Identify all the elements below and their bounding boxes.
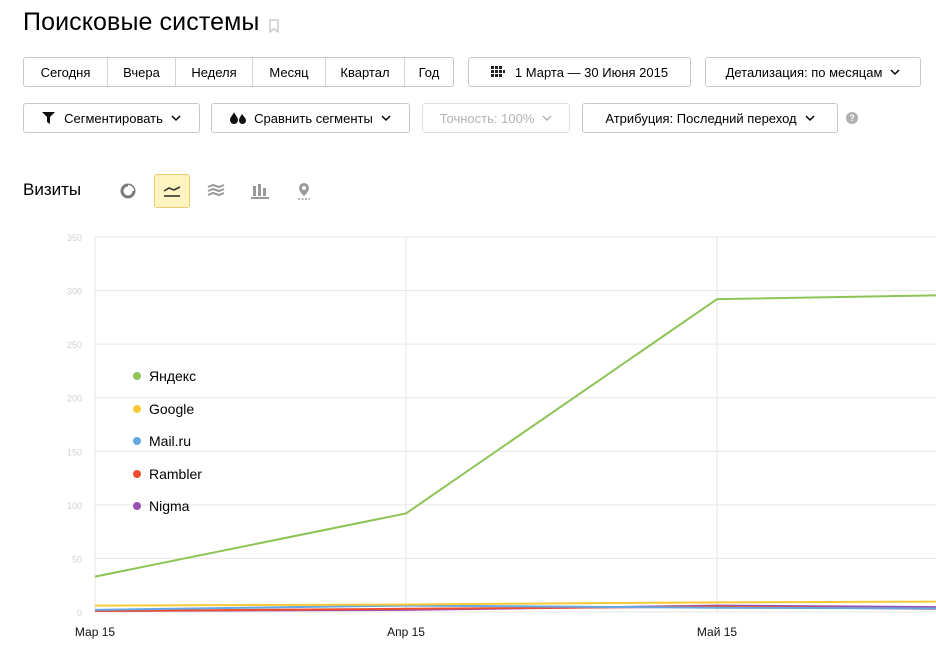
date-range-label: 1 Марта — 30 Июня 2015 [514, 64, 669, 80]
help-icon[interactable]: ? [846, 112, 858, 124]
legend-label: Nigma [149, 498, 190, 515]
period-quarter[interactable]: Квартал [326, 58, 405, 86]
chevron-down-icon [805, 115, 815, 122]
compare-label: Сравнить сегменты [254, 110, 373, 126]
accuracy-label: Точность: 100% [439, 110, 535, 126]
page-title: Поисковые системы [23, 8, 260, 36]
chevron-down-icon [890, 69, 900, 76]
map-icon[interactable] [286, 174, 322, 208]
chart-legend: Яндекс Google Mail.ru Rambler Nigma [133, 360, 202, 523]
legend-dot-icon [133, 502, 141, 511]
detail-label: Детализация: по месяцам [725, 64, 883, 80]
y-tick-label: 50 [72, 554, 82, 564]
attribution-dropdown[interactable]: Атрибуция: Последний переход [582, 103, 838, 133]
legend-item[interactable]: Mail.ru [133, 425, 202, 458]
legend-item[interactable]: Nigma [133, 490, 202, 523]
area-chart-icon[interactable] [198, 174, 234, 208]
chevron-down-icon [381, 115, 391, 122]
legend-dot-icon [133, 404, 141, 413]
compare-drops-icon [230, 112, 247, 124]
legend-label: Google [149, 400, 195, 417]
x-tick-label: Май 15 [697, 625, 738, 639]
period-selector: Сегодня Вчера Неделя Месяц Квартал Год [23, 57, 454, 87]
chevron-down-icon [171, 115, 181, 122]
y-tick-label: 200 [67, 394, 82, 404]
legend-item[interactable]: Google [133, 393, 202, 426]
compare-segments-button[interactable]: Сравнить сегменты [211, 103, 410, 133]
date-range-button[interactable]: 1 Марта — 30 Июня 2015 [468, 57, 691, 87]
series-line-Mail.ru [94, 604, 936, 611]
legend-label: Rambler [149, 465, 202, 482]
title-row: Поисковые системы [23, 8, 280, 37]
period-yesterday[interactable]: Вчера [108, 58, 176, 86]
y-tick-label: 150 [67, 447, 82, 457]
legend-label: Яндекс [149, 368, 197, 385]
attribution-label: Атрибуция: Последний переход [605, 110, 797, 126]
y-tick-label: 100 [67, 501, 82, 511]
legend-item[interactable]: Rambler [133, 458, 202, 491]
y-tick-label: 250 [67, 340, 82, 350]
metric-label: Визиты [23, 180, 82, 199]
series-line-Яндекс [94, 294, 936, 578]
period-today[interactable]: Сегодня [24, 58, 108, 86]
period-week[interactable]: Неделя [176, 58, 253, 86]
legend-dot-icon [133, 469, 141, 478]
line-chart-icon[interactable] [154, 174, 190, 208]
y-tick-label: 350 [67, 233, 82, 243]
legend-item[interactable]: Яндекс [133, 360, 202, 393]
pie-chart-icon[interactable] [110, 174, 146, 208]
legend-label: Mail.ru [149, 433, 192, 450]
x-tick-label: Мар 15 [75, 625, 115, 639]
calendar-icon [490, 66, 505, 77]
legend-dot-icon [133, 437, 141, 446]
bar-chart-icon[interactable] [242, 174, 278, 208]
detail-dropdown[interactable]: Детализация: по месяцам [705, 57, 921, 87]
bookmark-icon[interactable] [269, 18, 280, 33]
x-tick-label: Апр 15 [387, 625, 425, 639]
legend-dot-icon [133, 372, 141, 381]
visits-line-chart: 0 50 100 150 200 250 300 350 Мар 15 Апр 15 Май 15 [67, 233, 936, 639]
y-tick-label: 300 [67, 287, 82, 297]
period-year[interactable]: Год [418, 64, 440, 80]
series-line-Google [94, 600, 936, 607]
y-tick-label: 0 [77, 608, 82, 618]
chevron-down-icon [542, 115, 552, 122]
filter-icon [42, 112, 56, 124]
period-month[interactable]: Месяц [253, 58, 326, 86]
accuracy-dropdown[interactable]: Точность: 100% [422, 103, 570, 133]
segment-button[interactable]: Сегментировать [23, 103, 200, 133]
segment-label: Сегментировать [64, 110, 163, 126]
